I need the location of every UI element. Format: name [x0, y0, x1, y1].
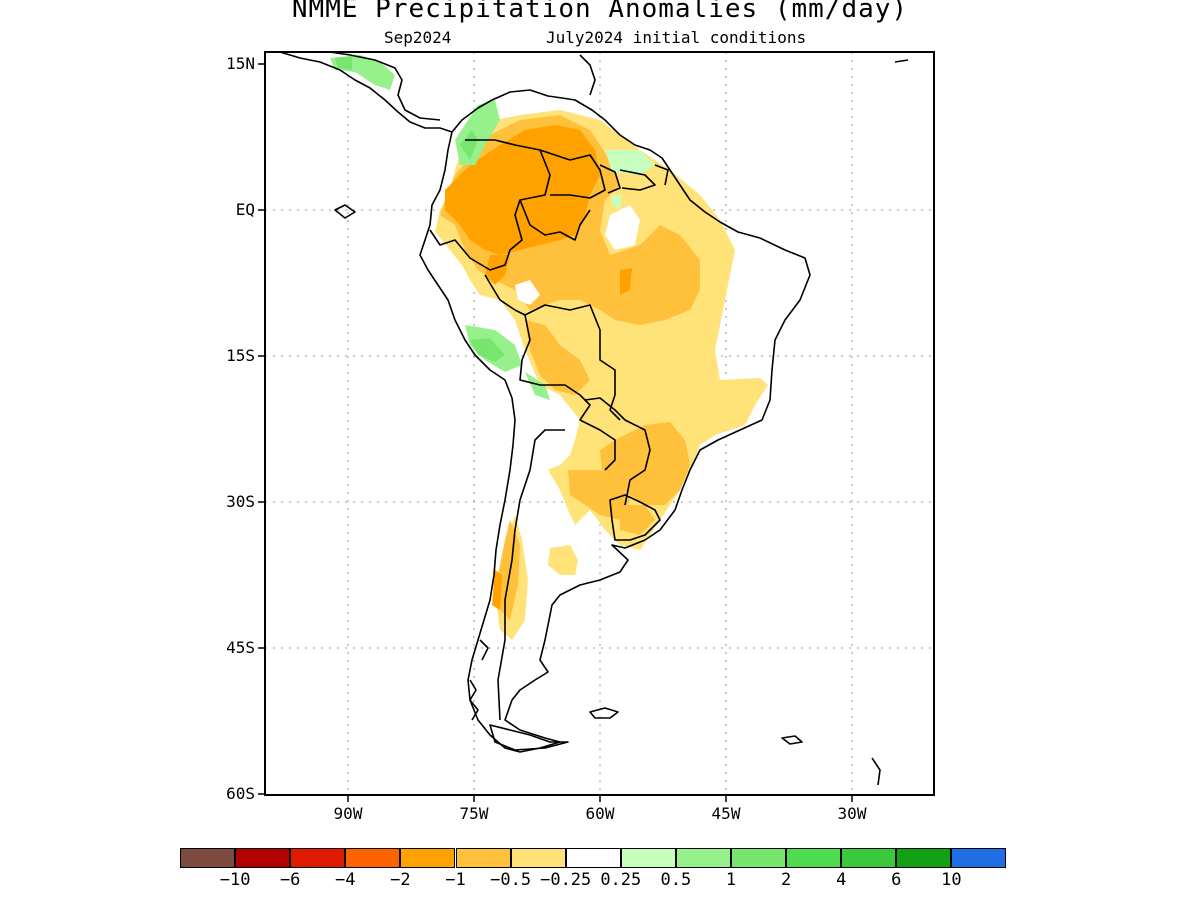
country-border — [654, 164, 669, 186]
sandwich-islands — [871, 757, 881, 786]
anomaly-shading — [330, 55, 768, 640]
country-border — [497, 429, 565, 721]
colorbar-label: 0.25 — [600, 870, 642, 890]
central-america-coastline — [279, 52, 453, 133]
lon-label: 30W — [837, 804, 867, 823]
country-borders — [429, 139, 669, 721]
lat-label: 15S — [226, 346, 255, 365]
colorbar-label: 6 — [891, 870, 902, 890]
colorbar-swatch — [896, 848, 952, 868]
colorbar-label: −1 — [445, 870, 466, 890]
colorbar-label: −6 — [279, 870, 301, 890]
colorbar-swatch — [345, 848, 401, 868]
anomaly-yellow-orange — [568, 470, 630, 520]
lon-label: 60W — [585, 804, 615, 823]
colorbar-label: 10 — [941, 870, 962, 890]
colorbar-swatch — [731, 848, 787, 868]
tierra-del-fuego — [489, 724, 569, 751]
country-border — [524, 304, 621, 421]
country-border — [429, 139, 551, 271]
colorbar-label: 4 — [836, 870, 847, 890]
anomaly-yellow-orange — [620, 505, 655, 535]
anomaly-orange — [485, 255, 510, 285]
colorbar-swatch — [841, 848, 897, 868]
colorbar-swatch — [180, 848, 236, 868]
colorbar-swatch — [455, 848, 511, 868]
map-title: NMME Precipitation Anomalies (mm/day) — [291, 0, 909, 24]
anomaly-near-normal — [515, 280, 540, 305]
colorbar-label: −0.5 — [490, 870, 532, 890]
lat-label: 45S — [226, 638, 255, 657]
colorbar-swatch — [565, 848, 621, 868]
coastlines — [279, 52, 909, 786]
colorbar-swatch — [400, 848, 456, 868]
axis-ticks — [258, 63, 853, 802]
anomaly-yellow-orange — [525, 320, 590, 395]
anomaly-orange — [492, 570, 502, 610]
lon-label: 90W — [333, 804, 363, 823]
colorbar-label: −2 — [390, 870, 411, 890]
country-border — [484, 274, 616, 471]
lat-label: EQ — [235, 200, 255, 219]
colorbar-label: −10 — [219, 870, 251, 890]
colorbar-label: −0.25 — [540, 870, 592, 890]
colorbar-label: 1 — [725, 870, 737, 890]
anomaly-light-green — [525, 372, 550, 400]
south-georgia — [781, 735, 803, 745]
colorbar-label: 2 — [780, 870, 792, 890]
anomaly-green — [335, 56, 352, 70]
lon-label: 45W — [711, 804, 741, 823]
lat-label: 15N — [226, 54, 255, 73]
anomaly-pale-green — [605, 150, 655, 175]
south-america-coastline — [419, 89, 811, 753]
central-america-coastline — [329, 52, 441, 121]
country-border — [584, 397, 651, 506]
initial-conditions: July2024 initial conditions — [546, 28, 807, 47]
lat-label: 30S — [226, 492, 255, 511]
lon-label: 75W — [459, 804, 489, 823]
anomaly-light-yellow — [548, 545, 578, 575]
colorbar-swatch — [235, 848, 291, 868]
colorbar-label: −4 — [335, 870, 356, 890]
caribbean-islands — [894, 59, 909, 63]
colorbar-swatch — [675, 848, 731, 868]
country-border — [599, 164, 621, 194]
colorbar-swatch — [620, 848, 676, 868]
colorbar-label: 0.5 — [660, 870, 692, 890]
anomaly-green — [460, 130, 478, 160]
country-border — [619, 169, 656, 191]
anomaly-yellow-orange — [600, 422, 690, 505]
anomaly-orange — [620, 268, 632, 295]
colorbar-swatch — [786, 848, 842, 868]
caribbean-islands — [579, 54, 596, 96]
country-border — [609, 494, 661, 541]
galapagos-islands — [334, 204, 356, 219]
anomaly-green — [470, 338, 505, 362]
falkland-islands — [589, 707, 619, 719]
lat-label: 60S — [226, 784, 255, 803]
chile-archipelago — [479, 639, 489, 661]
anomaly-pale-green — [612, 195, 622, 210]
forecast-month: Sep2024 — [384, 28, 452, 47]
colorbar-swatch — [951, 848, 1007, 868]
colorbar-swatch — [510, 848, 566, 868]
anomaly-yellow-orange — [498, 520, 520, 620]
anomaly-near-normal — [605, 205, 640, 250]
country-border — [539, 149, 606, 199]
country-border — [519, 199, 591, 241]
chile-archipelago — [469, 679, 479, 721]
colorbar-swatch — [290, 848, 346, 868]
